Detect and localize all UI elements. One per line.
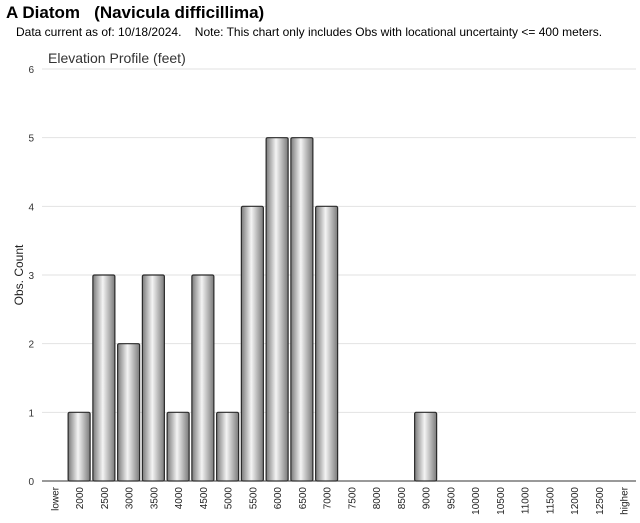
y-tick-label: 2 (28, 340, 34, 351)
x-tick-labels: lower 2000 2500 3000 3500 4000 4500 5000 5500 600… (50, 486, 630, 514)
bars (67, 137, 438, 482)
bar (265, 137, 289, 482)
grid-lines (42, 68, 636, 413)
bar (67, 411, 91, 482)
x-tick-label: 6500 (298, 487, 309, 510)
x-tick-label: 8000 (372, 487, 383, 510)
bar (166, 411, 190, 482)
x-tick-label: 7000 (323, 487, 334, 510)
bar (216, 411, 240, 482)
y-tick-label: 5 (28, 134, 34, 145)
x-tick-label: 2500 (100, 487, 111, 510)
y-tick-label: 1 (28, 408, 34, 419)
x-tick-label: 12000 (570, 487, 581, 515)
y-tick-labels: 0 1 2 3 4 5 6 (28, 65, 34, 488)
data-note: Data current as of: 10/18/2024. Note: Th… (16, 25, 603, 39)
x-tick-label: 3000 (125, 487, 136, 510)
x-tick-label: 4500 (199, 487, 210, 510)
x-tick-label: 9000 (422, 487, 433, 510)
x-tick-label: 2000 (75, 487, 86, 510)
x-tick-label: lower (50, 486, 61, 511)
x-tick-label: 10000 (471, 487, 482, 515)
x-tick-label: 12500 (595, 487, 606, 515)
bar (240, 205, 264, 482)
chart-title: Elevation Profile (feet) (48, 50, 186, 66)
bar (117, 343, 141, 482)
x-tick-label: 11000 (521, 487, 532, 515)
bar (315, 205, 339, 482)
y-axis-label: Obs. Count (12, 244, 26, 305)
bar (290, 137, 314, 482)
bar (414, 411, 438, 482)
page-title: A Diatom (Navicula difficillima) (6, 3, 265, 22)
x-tick-label: 6000 (273, 487, 284, 510)
x-tick-label: 5000 (224, 487, 235, 510)
x-tick-label: 4000 (174, 487, 185, 510)
y-tick-label: 6 (28, 65, 34, 76)
x-tick-label: 3500 (149, 487, 160, 510)
x-tick-label: 10500 (496, 487, 507, 515)
x-tick-label: 7500 (347, 487, 358, 510)
x-tick-label: 5500 (248, 487, 259, 510)
y-tick-label: 0 (28, 477, 34, 488)
x-tick-label: 11500 (545, 487, 556, 515)
y-tick-label: 4 (28, 202, 34, 213)
x-tick-label: 8500 (397, 487, 408, 510)
bar (141, 274, 165, 482)
x-tick-label: 9500 (446, 487, 457, 510)
x-tick-label: higher (620, 486, 631, 514)
bar (191, 274, 215, 482)
bar (92, 274, 116, 482)
y-tick-label: 3 (28, 271, 34, 282)
